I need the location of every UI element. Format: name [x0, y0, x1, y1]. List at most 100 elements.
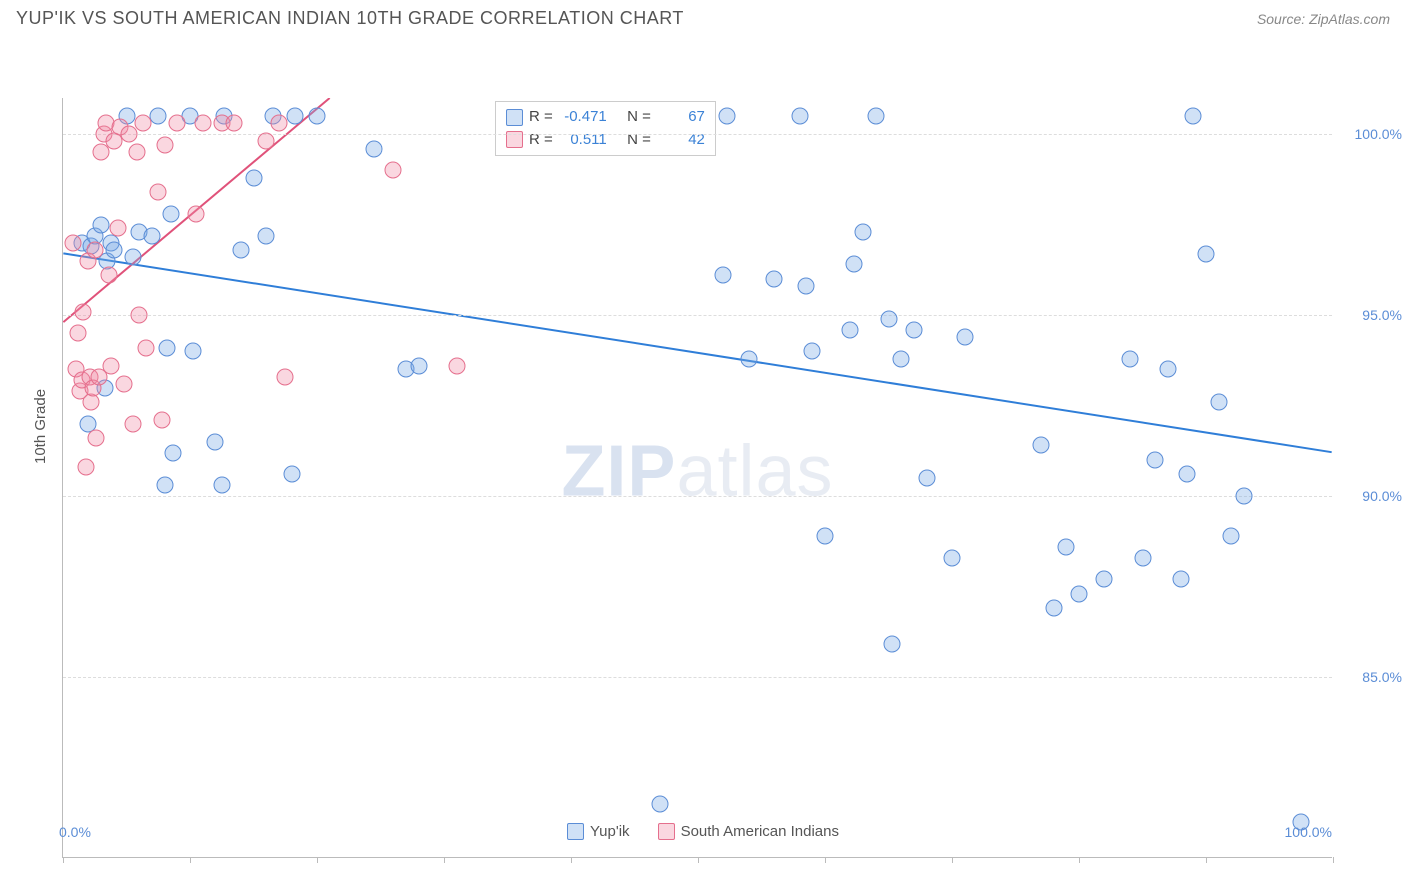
stats-box: R = -0.471 N = 67 R = 0.511 N = 42 — [495, 101, 716, 156]
scatter-point — [270, 115, 287, 132]
scatter-point — [944, 549, 961, 566]
scatter-point — [232, 242, 249, 259]
scatter-point — [842, 321, 859, 338]
scatter-point — [77, 459, 94, 476]
scatter-point — [893, 350, 910, 367]
trend-line — [63, 253, 1331, 452]
scatter-point — [385, 162, 402, 179]
scatter-point — [1178, 466, 1195, 483]
scatter-point — [121, 126, 138, 143]
y-tick-label: 85.0% — [1342, 669, 1402, 685]
swatch-blue — [506, 109, 523, 126]
scatter-point — [213, 477, 230, 494]
x-tick — [825, 857, 826, 863]
y-tick-label: 90.0% — [1342, 488, 1402, 504]
scatter-point — [159, 339, 176, 356]
scatter-point — [88, 430, 105, 447]
scatter-point — [1198, 245, 1215, 262]
legend-label: South American Indians — [681, 823, 839, 840]
scatter-point — [131, 307, 148, 324]
scatter-point — [1236, 488, 1253, 505]
scatter-point — [918, 470, 935, 487]
scatter-point — [65, 234, 82, 251]
x-tick — [444, 857, 445, 863]
scatter-point — [156, 137, 173, 154]
watermark: ZIPatlas — [561, 430, 833, 512]
scatter-point — [1185, 108, 1202, 125]
scatter-point — [956, 328, 973, 345]
y-axis-label: 10th Grade — [32, 389, 49, 464]
scatter-point — [855, 223, 872, 240]
scatter-point — [75, 303, 92, 320]
x-tick — [698, 857, 699, 863]
scatter-point — [846, 256, 863, 273]
scatter-point — [82, 394, 99, 411]
x-axis-min-label: 0.0% — [59, 824, 91, 840]
scatter-point — [188, 205, 205, 222]
scatter-point — [740, 350, 757, 367]
x-tick — [190, 857, 191, 863]
scatter-point — [194, 115, 211, 132]
scatter-point — [93, 216, 110, 233]
scatter-point — [124, 415, 141, 432]
gridline — [63, 496, 1332, 497]
scatter-point — [258, 133, 275, 150]
scatter-point — [1071, 585, 1088, 602]
scatter-point — [797, 278, 814, 295]
scatter-point — [905, 321, 922, 338]
y-tick-label: 100.0% — [1342, 126, 1402, 142]
scatter-point — [162, 205, 179, 222]
scatter-point — [1210, 394, 1227, 411]
scatter-point — [1147, 451, 1164, 468]
scatter-point — [791, 108, 808, 125]
stats-row: R = 0.511 N = 42 — [506, 129, 705, 152]
x-tick — [63, 857, 64, 863]
scatter-point — [70, 325, 87, 342]
scatter-point — [817, 527, 834, 544]
scatter-point — [448, 357, 465, 374]
legend-swatch-pink — [658, 823, 675, 840]
gridline — [63, 677, 1332, 678]
scatter-point — [137, 339, 154, 356]
scatter-point — [766, 270, 783, 287]
scatter-point — [165, 444, 182, 461]
scatter-point — [105, 242, 122, 259]
x-tick — [1333, 857, 1334, 863]
scatter-point — [109, 220, 126, 237]
scatter-point — [207, 433, 224, 450]
scatter-point — [128, 144, 145, 161]
trend-lines — [63, 98, 1332, 857]
scatter-point — [143, 227, 160, 244]
chart-container: 10th Grade ZIPatlas R = -0.471 N = 67 R … — [14, 44, 1392, 844]
scatter-point — [651, 795, 668, 812]
scatter-point — [884, 636, 901, 653]
scatter-point — [1134, 549, 1151, 566]
scatter-point — [135, 115, 152, 132]
y-tick-label: 95.0% — [1342, 307, 1402, 323]
source-credit: Source: ZipAtlas.com — [1257, 11, 1390, 27]
scatter-point — [287, 108, 304, 125]
scatter-point — [245, 169, 262, 186]
gridline — [63, 315, 1332, 316]
scatter-point — [715, 267, 732, 284]
scatter-point — [1121, 350, 1138, 367]
legend-label: Yup'ik — [590, 823, 630, 840]
scatter-point — [719, 108, 736, 125]
scatter-point — [1096, 571, 1113, 588]
scatter-point — [100, 267, 117, 284]
scatter-point — [1172, 571, 1189, 588]
scatter-point — [277, 368, 294, 385]
x-tick — [571, 857, 572, 863]
scatter-point — [1032, 437, 1049, 454]
legend-swatch-blue — [567, 823, 584, 840]
scatter-point — [86, 242, 103, 259]
scatter-point — [867, 108, 884, 125]
scatter-point — [880, 310, 897, 327]
x-tick — [317, 857, 318, 863]
scatter-point — [156, 477, 173, 494]
scatter-point — [103, 357, 120, 374]
scatter-point — [184, 343, 201, 360]
scatter-point — [150, 184, 167, 201]
scatter-point — [258, 227, 275, 244]
scatter-point — [410, 357, 427, 374]
